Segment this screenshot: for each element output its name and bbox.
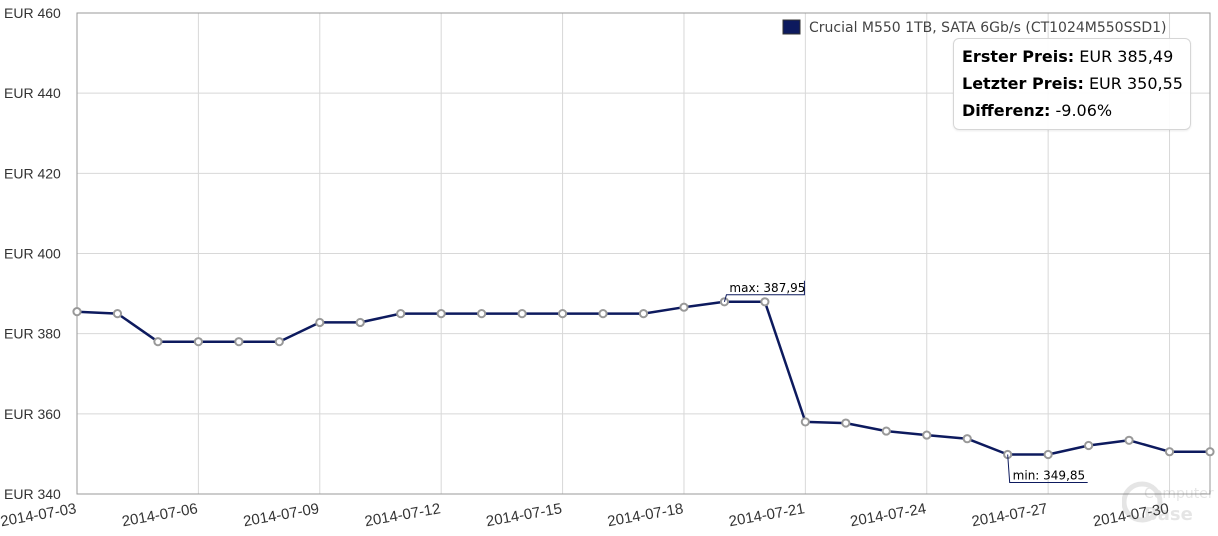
data-point[interactable] [1164, 447, 1175, 457]
data-point[interactable] [841, 418, 851, 428]
x-tick-label: 2014-07-15 [485, 500, 564, 530]
tooltip-last-value: EUR 350,55 [1088, 74, 1183, 93]
plot-border [76, 12, 1211, 495]
computerbase-watermark: Computer Base [1122, 481, 1214, 525]
x-axis: 2014-07-03 2014-07-06 2014-07-09 2014-07-12… [0, 500, 1170, 530]
min-annotation-line [1007, 454, 1088, 484]
data-point[interactable] [355, 317, 365, 328]
tooltip-first-value: EUR 385,49 [1079, 47, 1174, 66]
data-point[interactable] [1124, 435, 1134, 445]
data-point[interactable] [517, 309, 527, 319]
tooltip-first-label: Erster Preis: [962, 47, 1075, 66]
data-point[interactable] [274, 337, 284, 347]
data-point[interactable] [72, 307, 82, 317]
data-point[interactable] [800, 417, 810, 427]
y-tick-label: EUR 360 [4, 406, 61, 422]
legend[interactable]: Crucial M550 1TB, SATA 6Gb/s (CT1024M550… [782, 19, 1167, 36]
y-tick-label: EUR 440 [4, 85, 61, 101]
y-tick-label: EUR 340 [4, 486, 61, 502]
x-tick-label: 2014-07-03 [0, 500, 78, 530]
data-point[interactable] [396, 309, 406, 319]
y-tick-label: EUR 460 [4, 5, 61, 21]
y-axis: EUR 460 EUR 440 EUR 420 EUR 400 EUR 380 EUR 3… [4, 5, 61, 502]
tooltip-last-price: Letzter Preis: EUR 350,55 [962, 74, 1183, 93]
legend-swatch [782, 19, 801, 35]
data-point[interactable] [477, 309, 487, 319]
data-point[interactable] [962, 434, 972, 444]
legend-label: Crucial M550 1TB, SATA 6Gb/s (CT1024M550… [809, 20, 1167, 36]
x-tick-label: 2014-07-21 [728, 500, 807, 530]
data-point[interactable] [881, 426, 891, 436]
data-point[interactable] [638, 309, 649, 319]
tooltip-last-label: Letzter Preis: [962, 74, 1084, 93]
x-tick-label: 2014-07-27 [970, 500, 1049, 530]
data-point[interactable] [679, 302, 689, 312]
y-tick-label: EUR 420 [4, 165, 61, 181]
min-annotation-label: min: 349,85 [1013, 469, 1085, 483]
series-line [76, 300, 1210, 456]
max-annotation-line [723, 280, 805, 302]
grid [76, 12, 1211, 495]
x-tick-label: 2014-07-24 [849, 500, 928, 530]
data-point[interactable] [1205, 447, 1215, 457]
data-point[interactable] [234, 337, 244, 347]
max-annotation-label: max: 387,95 [729, 281, 805, 295]
price-tooltip: Erster Preis: EUR 385,49 Letzter Preis: … [953, 38, 1191, 130]
y-tick-label: EUR 400 [4, 246, 61, 262]
tooltip-diff-label: Differenz: [962, 101, 1051, 120]
plot-area [72, 297, 1215, 460]
data-point[interactable] [557, 309, 568, 319]
watermark-text-top: Computer [1144, 486, 1214, 502]
data-point[interactable] [112, 309, 123, 319]
x-tick-label: 2014-07-09 [242, 500, 321, 530]
data-point[interactable] [315, 317, 325, 328]
x-tick-label: 2014-07-06 [121, 500, 200, 530]
x-tick-label: 2014-07-18 [606, 500, 685, 530]
watermark-text-bottom: Base [1144, 504, 1193, 525]
data-point[interactable] [153, 337, 163, 347]
data-point[interactable] [436, 309, 446, 319]
data-point[interactable] [1043, 449, 1053, 460]
data-point[interactable] [1084, 440, 1094, 451]
tooltip-difference: Differenz: -9.06% [962, 101, 1112, 120]
tooltip-diff-value: -9.06% [1055, 101, 1113, 120]
tooltip-first-price: Erster Preis: EUR 385,49 [962, 47, 1173, 66]
y-tick-label: EUR 380 [4, 326, 61, 342]
data-point[interactable] [598, 309, 608, 319]
data-point[interactable] [760, 297, 770, 307]
data-point[interactable] [922, 430, 932, 440]
x-tick-label: 2014-07-12 [363, 500, 442, 530]
data-point[interactable] [193, 337, 203, 347]
annotations: max: 387,95 min: 349,85 [723, 280, 1088, 484]
